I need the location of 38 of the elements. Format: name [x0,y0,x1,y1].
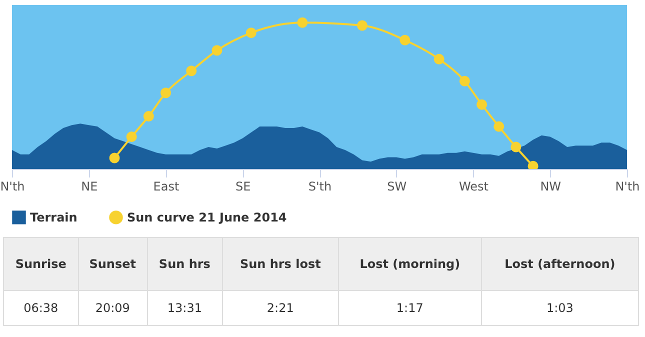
text: Sun hrs [147,238,222,290]
text: Sunset [78,238,147,290]
point [297,17,308,28]
x-tick-label: NE [81,180,98,194]
point [434,54,444,64]
point [400,34,410,46]
point [246,28,256,38]
point [160,88,171,98]
x-tick-label: N'th [615,180,640,194]
text: 1:17 [338,290,482,326]
point [494,121,504,132]
text: 13:31 [147,290,222,326]
text: 20:09 [78,290,147,326]
point [459,76,470,86]
text: Lost (morning) [338,238,482,290]
text: 1:03 [481,290,638,326]
point [510,142,522,152]
text: 06:38 [4,290,78,326]
point [212,45,222,56]
text: Sunrise [4,238,78,290]
text: Lost (afternoon) [481,238,638,290]
point [109,152,120,164]
x-tick-label: N'th [0,180,25,194]
text: Sun hrs lost [222,238,338,290]
x-tick-label: SE [236,180,251,194]
x-tick-label: NW [540,180,562,194]
x-tick-label: West [458,180,489,194]
legend-label: Sun curve 21 June 2014 [127,210,287,224]
point [476,99,488,110]
x-tick-label: SW [387,180,407,194]
legend-label: Terrain [30,210,78,224]
point [143,111,154,122]
x-tick-label: S'th [308,180,332,194]
text: 2:21 [222,290,338,326]
point [356,20,368,31]
point [186,66,197,76]
point [126,132,137,142]
x-tick-label: East [153,180,180,194]
